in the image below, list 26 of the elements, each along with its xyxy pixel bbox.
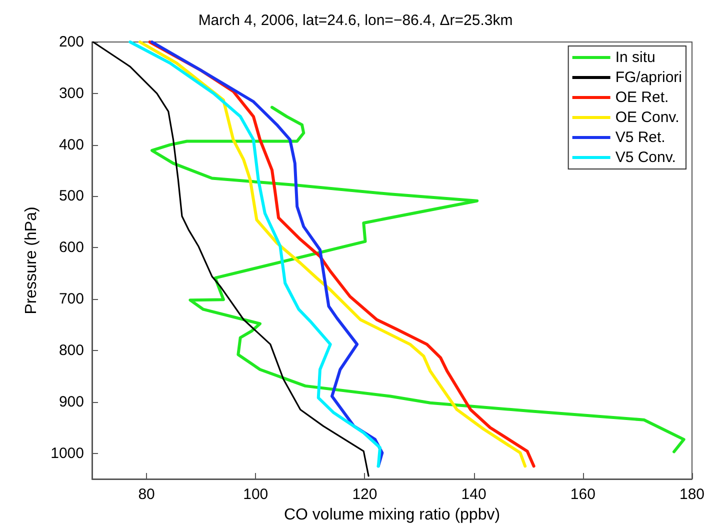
x-tick-label: 80 [138,486,155,503]
legend-label: OE Ret. [615,89,669,106]
x-axis-title: CO volume mixing ratio (ppbv) [284,506,500,524]
chart-title: March 4, 2006, lat=24.6, lon=−86.4, Δr=25.3km [198,12,513,29]
x-tick-label: 160 [570,486,596,503]
line-series [150,106,686,454]
y-tick-label: 600 [58,239,84,256]
y-tick-label: 1000 [50,444,84,462]
y-axis-title: Pressure (hPa) [23,206,40,314]
legend-label: V5 Conv. [615,149,676,166]
x-tick-label: 180 [679,486,705,503]
legend-label: FG/apriori [615,69,682,86]
x-tick-label: 100 [243,486,268,503]
y-tick-label: 700 [58,290,84,308]
legend-label: V5 Ret. [615,129,666,146]
x-tick-label: 120 [352,486,378,503]
y-tick-label: 400 [58,136,84,154]
y-tick-label: 200 [58,34,84,50]
y-tick-label: 800 [58,342,84,359]
legend-label: OE Conv. [615,109,680,126]
y-tick-label: 300 [58,84,84,102]
legend-label: In situ [615,49,656,66]
y-tick-label: 900 [58,393,84,410]
x-tick-label: 140 [461,486,486,503]
line-series [92,41,370,477]
y-tick-label: 500 [58,188,84,205]
